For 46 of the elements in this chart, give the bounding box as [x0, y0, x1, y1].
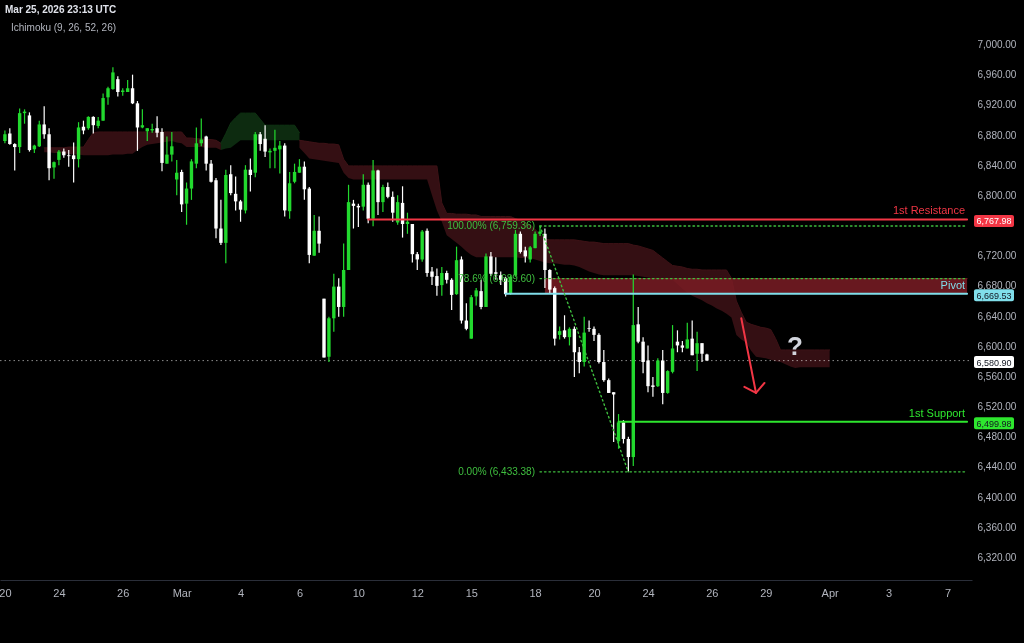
series-label: 1st Support: [908, 406, 966, 419]
y-tick-label: 6,920.00: [977, 99, 1017, 111]
y-tick-label: 6,320.00: [977, 551, 1017, 563]
y-tick-label: 6,800.00: [977, 189, 1017, 201]
series-label: 100.00% (6,759.36): [447, 220, 535, 231]
series-label: 0.00% (6,433.38): [458, 465, 535, 477]
series-label: Pivot: [940, 278, 966, 291]
series-label: 1st Resistance: [892, 204, 966, 217]
x-tick-label: 7: [944, 586, 952, 599]
x-tick-label: 29: [760, 586, 773, 599]
x-tick-label: 20: [0, 586, 12, 599]
y-tick-label: 7,000.00: [977, 39, 1017, 50]
y-tick-label: 6,960.00: [977, 69, 1017, 81]
x-tick-label: 6: [296, 586, 304, 599]
x-tick-label: 24: [53, 586, 66, 599]
annotation: ?: [787, 331, 803, 361]
data-label: 6,669.53: [976, 290, 1012, 301]
x-tick-label: Mar: [172, 586, 192, 599]
ref-line-label: 6,580.90: [976, 357, 1012, 368]
x-tick-label: 15: [465, 586, 478, 599]
y-tick-label: 6,360.00: [977, 521, 1017, 533]
data-label: 6,499.98: [976, 418, 1012, 429]
x-tick-label: Apr: [821, 586, 840, 599]
x-tick-label: 12: [411, 586, 424, 599]
x-tick-label: 18: [529, 586, 542, 599]
y-tick-label: 6,720.00: [977, 250, 1017, 262]
y-tick-label: 6,440.00: [977, 461, 1017, 473]
y-tick-label: 6,480.00: [977, 431, 1017, 443]
y-tick-label: 6,880.00: [977, 129, 1017, 141]
y-tick-label: 6,520.00: [977, 401, 1017, 413]
x-tick-label: 24: [642, 586, 655, 599]
y-tick-label: 6,560.00: [977, 370, 1017, 382]
data-label: 6,767.98: [976, 216, 1012, 227]
x-tick-label: 3: [885, 586, 893, 599]
y-tick-label: 6,680.00: [977, 280, 1017, 292]
y-tick-label: 6,400.00: [977, 491, 1017, 503]
x-tick-label: 26: [117, 586, 130, 599]
x-tick-label: 4: [237, 586, 245, 599]
annotation: Ichimoku (9, 26, 52, 26): [11, 22, 117, 33]
y-tick-label: 6,600.00: [977, 340, 1017, 352]
annotation: Mar 25, 2026 23:13 UTC: [5, 4, 117, 15]
x-tick-label: 20: [588, 586, 601, 599]
y-tick-label: 6,640.00: [977, 310, 1017, 322]
x-tick-label: 10: [352, 586, 365, 599]
y-tick-label: 6,840.00: [977, 159, 1017, 171]
x-tick-label: 26: [706, 586, 719, 599]
